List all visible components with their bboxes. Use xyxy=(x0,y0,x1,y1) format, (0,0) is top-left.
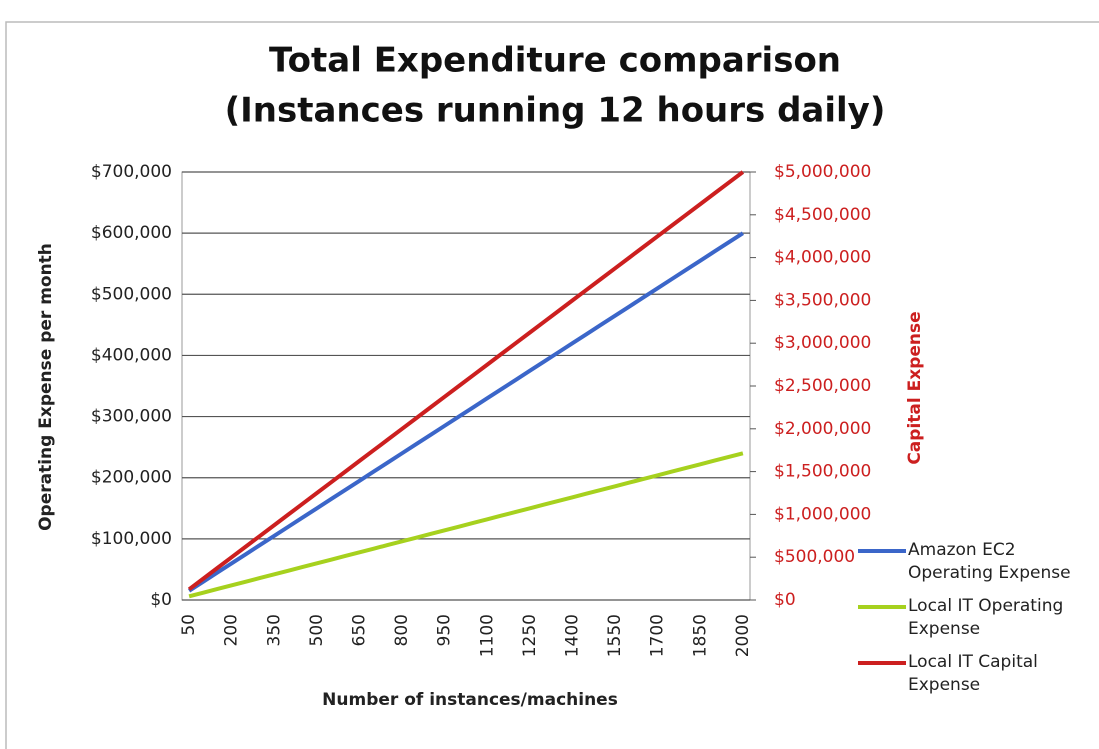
legend-label: Local IT Capital Expense xyxy=(908,652,1038,695)
y-tick-label: $700,000 xyxy=(91,162,172,182)
series-line xyxy=(187,170,745,591)
x-tick-label: 50 xyxy=(179,614,199,636)
y2-axis-title: Capital Expense xyxy=(905,311,925,464)
frame xyxy=(5,21,1099,749)
y-tick-label: $600,000 xyxy=(91,223,172,243)
y-tick-label: $100,000 xyxy=(91,529,172,549)
legend-label: Local IT Operating Expense xyxy=(908,596,1064,639)
y-tick-label: $500,000 xyxy=(91,284,172,304)
x-tick-label: 500 xyxy=(307,614,327,646)
legend-entry: Local IT Capital Expense xyxy=(908,652,1038,695)
y2-tick-label: $0 xyxy=(774,590,796,610)
x-tick-label: 350 xyxy=(264,614,284,646)
y2-tick-label: $3,500,000 xyxy=(774,290,871,310)
legend-entry: Local IT Operating Expense xyxy=(908,596,1064,639)
y2-tick-label: $500,000 xyxy=(774,547,855,567)
legend-label: Amazon EC2 Operating Expense xyxy=(908,540,1071,583)
x-axis-title: Number of instances/machines xyxy=(322,690,618,710)
y-tick-label: $300,000 xyxy=(91,407,172,427)
y-tick-label: $0 xyxy=(150,590,172,610)
series-line xyxy=(188,231,744,593)
y2-tick-label: $3,000,000 xyxy=(774,333,871,353)
chart-subtitle: (Instances running 12 hours daily) xyxy=(225,91,886,131)
x-tick-label: 2000 xyxy=(733,614,753,657)
series-line xyxy=(188,451,744,599)
y2-tick-label: $2,500,000 xyxy=(774,376,871,396)
x-tick-label: 200 xyxy=(222,614,242,646)
x-tick-label: 800 xyxy=(392,614,412,646)
chart-title: Total Expenditure comparison xyxy=(269,41,841,81)
plot-area xyxy=(181,171,751,601)
x-tick-label: 1250 xyxy=(520,614,540,657)
y2-tick-label: $1,000,000 xyxy=(774,504,871,524)
y2-tick-label: $5,000,000 xyxy=(774,162,871,182)
y-axis-title: Operating Expense per month xyxy=(36,243,56,531)
y-tick-label: $200,000 xyxy=(91,468,172,488)
x-tick-label: 1700 xyxy=(648,614,668,657)
y2-tick-label: $4,000,000 xyxy=(774,248,871,268)
x-tick-label: 1550 xyxy=(605,614,625,657)
y-tick-label: $400,000 xyxy=(91,345,172,365)
x-tick-label: 950 xyxy=(435,614,455,646)
x-tick-label: 1100 xyxy=(477,614,497,657)
y2-tick-label: $2,000,000 xyxy=(774,419,871,439)
x-tick-label: 1850 xyxy=(690,614,710,657)
y2-tick-label: $4,500,000 xyxy=(774,205,871,225)
x-tick-label: 1400 xyxy=(563,614,583,657)
x-tick-label: 650 xyxy=(350,614,370,646)
y2-tick-label: $1,500,000 xyxy=(774,462,871,482)
legend-entry: Amazon EC2 Operating Expense xyxy=(908,540,1071,583)
